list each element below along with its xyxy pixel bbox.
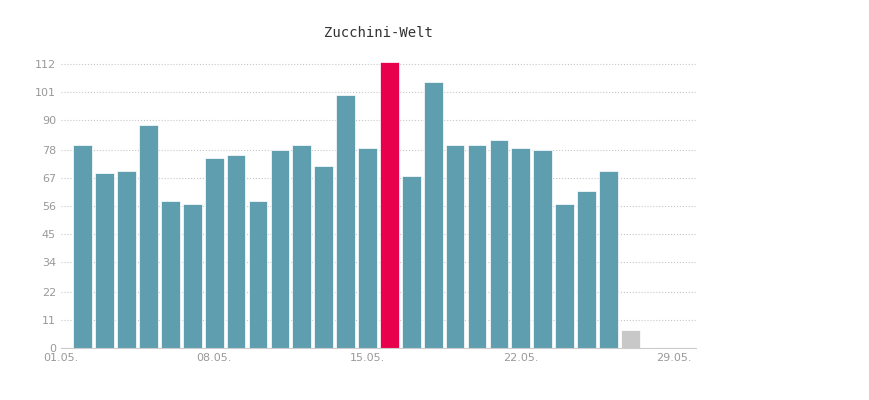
Bar <box>139 125 157 348</box>
Bar <box>423 82 442 348</box>
Bar <box>620 330 639 348</box>
Title: Zucchini-Welt: Zucchini-Welt <box>323 26 433 40</box>
Bar <box>576 191 595 348</box>
Bar <box>336 95 355 348</box>
Bar <box>358 148 376 348</box>
Bar <box>314 166 333 348</box>
Bar <box>161 201 180 348</box>
Bar <box>182 204 202 348</box>
Bar <box>445 145 464 348</box>
Bar <box>96 173 114 348</box>
Bar <box>205 158 223 348</box>
Bar <box>227 156 245 348</box>
Bar <box>554 204 574 348</box>
Bar <box>468 145 486 348</box>
Bar <box>533 150 551 348</box>
Bar <box>401 176 420 348</box>
Bar <box>292 145 311 348</box>
Bar <box>599 171 617 348</box>
Bar <box>270 150 289 348</box>
Bar <box>511 148 529 348</box>
Legend: eindeutige Besucher, bester Tag, heutiger Tag: eindeutige Besucher, bester Tag, heutige… <box>209 396 547 400</box>
Bar <box>117 171 136 348</box>
Bar <box>73 145 92 348</box>
Bar <box>380 62 398 348</box>
Bar <box>249 201 267 348</box>
Bar <box>489 140 507 348</box>
